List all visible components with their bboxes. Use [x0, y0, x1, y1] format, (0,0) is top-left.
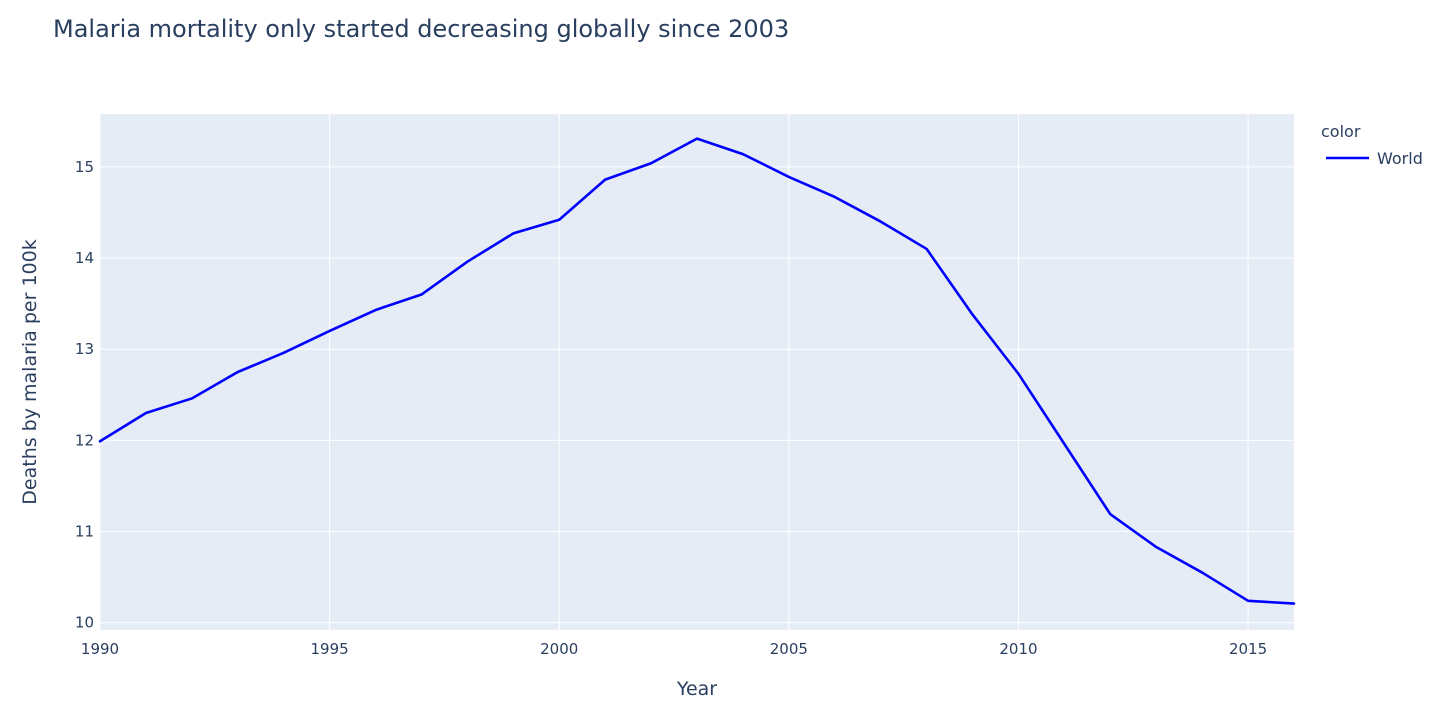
y-axis-ticks: 10 11 12 13 14 15	[75, 158, 94, 632]
x-tick-label: 2005	[770, 640, 808, 658]
y-tick-label: 12	[75, 431, 94, 449]
y-gridlines	[100, 166, 1294, 624]
legend-title: color	[1321, 122, 1361, 141]
series-layer	[98, 137, 1296, 605]
legend-label: World	[1377, 149, 1423, 168]
series-line-world[interactable]	[98, 137, 1296, 605]
x-tick-label: 2000	[540, 640, 578, 658]
legend[interactable]: color World	[1321, 122, 1423, 168]
x-axis-ticks: 1990 1995 2000 2005 2010 2015	[81, 640, 1267, 658]
y-tick-label: 10	[75, 614, 94, 632]
x-tick-label: 2015	[1229, 640, 1267, 658]
y-tick-label: 13	[75, 340, 94, 358]
y-axis-title: Deaths by malaria per 100k	[19, 239, 41, 504]
x-tick-label: 1990	[81, 640, 119, 658]
y-tick-label: 15	[75, 158, 94, 176]
chart-title: Malaria mortality only started decreasin…	[53, 15, 789, 43]
y-tick-label: 11	[75, 523, 94, 541]
x-axis-title: Year	[676, 678, 717, 700]
y-tick-label: 14	[75, 249, 94, 267]
x-tick-label: 2010	[999, 640, 1037, 658]
x-tick-label: 1995	[311, 640, 349, 658]
plot-area	[100, 114, 1294, 630]
legend-items: World	[1326, 149, 1423, 168]
